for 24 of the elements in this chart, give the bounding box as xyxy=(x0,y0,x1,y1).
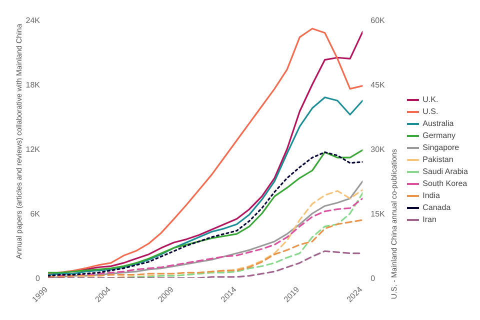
y-tick-label: 12K xyxy=(26,144,41,154)
legend-label: Singapore xyxy=(422,142,460,154)
legend-label: U.K. xyxy=(422,94,438,106)
legend-label: Pakistan xyxy=(422,154,454,166)
y2-tick-label: 60K xyxy=(370,16,386,25)
line-series xyxy=(48,219,363,278)
legend-label: Saudi Arabia xyxy=(422,166,468,178)
line-series xyxy=(48,250,363,278)
y2-tick-label: 0 xyxy=(370,274,376,283)
y-tick-label: 18K xyxy=(26,80,41,90)
y2-tick-label: 45K xyxy=(370,80,386,90)
legend-label: Australia xyxy=(422,118,454,130)
line-series xyxy=(48,96,363,276)
legend-label: Germany xyxy=(422,130,456,142)
legend-label: Canada xyxy=(422,202,451,214)
legend-label: South Korea xyxy=(422,178,468,190)
y-tick-label: 6K xyxy=(30,209,41,218)
y2-tick-label: 15K xyxy=(370,209,386,218)
legend-label: India xyxy=(422,190,440,202)
legend-label: Iran xyxy=(422,214,436,226)
y-tick-label: 24K xyxy=(26,16,41,25)
legend-label: U.S. xyxy=(422,106,438,118)
y2-tick-label: 30K xyxy=(370,144,386,154)
y-tick-label: 0 xyxy=(36,274,41,283)
